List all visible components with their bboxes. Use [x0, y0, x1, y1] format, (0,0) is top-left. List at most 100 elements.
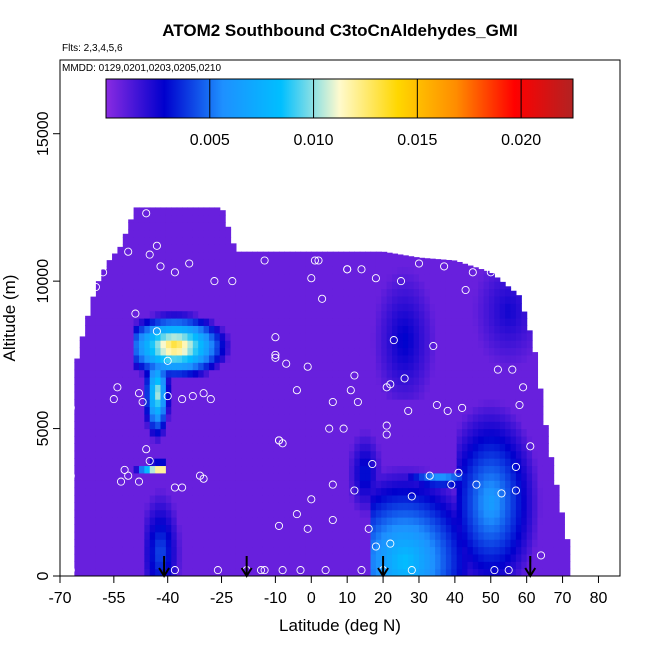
heatmap-cell	[548, 546, 555, 555]
heatmap-cell	[488, 524, 495, 533]
heatmap-cell	[133, 332, 140, 341]
heatmap-cell	[295, 443, 302, 452]
heatmap-cell	[246, 332, 253, 341]
observation-point	[109, 395, 118, 404]
heatmap-cell	[343, 281, 350, 290]
heatmap-cell	[225, 332, 232, 341]
heatmap-cell	[160, 244, 167, 253]
heatmap-cell	[429, 561, 436, 570]
heatmap-cell	[79, 568, 86, 576]
heatmap-cell	[338, 251, 345, 260]
heatmap-cell	[155, 295, 162, 304]
heatmap-cell	[494, 561, 501, 570]
heatmap-cell	[435, 266, 442, 275]
heatmap-cell	[408, 399, 415, 408]
heatmap-cell	[322, 458, 329, 467]
y-tick-label: 15000	[35, 111, 52, 156]
heatmap-cell	[408, 354, 415, 363]
heatmap-cell	[273, 384, 280, 393]
heatmap-cell	[445, 288, 452, 297]
heatmap-cell	[499, 399, 506, 408]
heatmap-cell	[505, 406, 512, 415]
heatmap-cell	[182, 325, 189, 334]
heatmap-cell	[440, 480, 447, 489]
heatmap-cell	[332, 561, 339, 570]
observation-point	[526, 442, 535, 451]
heatmap-cell	[252, 295, 259, 304]
heatmap-cell	[101, 465, 108, 474]
heatmap-cell	[418, 318, 425, 326]
heatmap-cell	[117, 347, 124, 356]
heatmap-cell	[208, 443, 215, 452]
heatmap-cell	[451, 487, 458, 496]
heatmap-cell	[289, 266, 296, 275]
heatmap-cell	[171, 435, 178, 444]
heatmap-cell	[478, 472, 485, 481]
heatmap-cell	[381, 517, 388, 525]
heatmap-cell	[246, 421, 253, 430]
heatmap-cell	[467, 539, 474, 548]
observation-point	[328, 397, 337, 407]
heatmap-cell	[392, 362, 399, 371]
heatmap-cell	[488, 295, 495, 304]
heatmap-cell	[488, 325, 495, 334]
heatmap-cell	[445, 384, 452, 393]
heatmap-cell	[488, 362, 495, 371]
heatmap-cell	[354, 399, 361, 408]
heatmap-cell	[316, 295, 323, 304]
observation-point	[271, 350, 280, 359]
heatmap-cell	[322, 259, 329, 267]
heatmap-cell	[370, 502, 377, 511]
heatmap-cell	[160, 310, 167, 319]
heatmap-cell	[499, 443, 506, 452]
heatmap-cell	[445, 450, 452, 459]
heatmap-cell	[521, 413, 528, 422]
heatmap-cell	[553, 487, 560, 496]
heatmap-cell	[332, 450, 339, 459]
heatmap-cell	[219, 236, 226, 245]
heatmap-cell	[289, 539, 296, 548]
heatmap-cell	[472, 376, 479, 385]
heatmap-cell	[381, 332, 388, 341]
heatmap-cell	[235, 509, 242, 518]
heatmap-cell	[365, 428, 372, 437]
heatmap-cell	[203, 509, 210, 518]
heatmap-cell	[408, 472, 415, 481]
heatmap-cell	[230, 517, 237, 525]
heatmap-cell	[418, 376, 425, 385]
heatmap-cell	[413, 369, 420, 378]
heatmap-cell	[252, 354, 259, 363]
heatmap-cell	[192, 332, 199, 341]
heatmap-cell	[138, 450, 145, 459]
heatmap-cell	[122, 539, 129, 548]
heatmap-cell	[117, 428, 124, 437]
heatmap-cell	[165, 207, 172, 216]
heatmap-cell	[160, 347, 167, 356]
heatmap-cell	[515, 450, 522, 459]
heatmap-cell	[435, 502, 442, 511]
heatmap-cell	[74, 480, 81, 489]
heatmap-cell	[230, 384, 237, 393]
heatmap-cell	[133, 465, 140, 474]
heatmap-cell	[278, 288, 285, 297]
heatmap-cell	[370, 406, 377, 415]
heatmap-cell	[165, 561, 172, 570]
heatmap-cell	[117, 494, 124, 503]
heatmap-cell	[106, 266, 113, 275]
heatmap-cell	[505, 465, 512, 474]
heatmap-cell	[386, 421, 393, 430]
heatmap-cell	[370, 480, 377, 489]
observation-point	[66, 471, 75, 480]
heatmap-cell	[219, 539, 226, 548]
heatmap-cell	[295, 318, 302, 326]
heatmap-cell	[424, 332, 431, 341]
heatmap-cell	[225, 347, 232, 356]
heatmap-cell	[435, 384, 442, 393]
heatmap-cell	[300, 413, 307, 422]
heatmap-cell	[456, 261, 463, 267]
heatmap-cell	[462, 450, 469, 459]
heatmap-cell	[402, 472, 409, 481]
heatmap-cell	[327, 399, 334, 408]
heatmap-cell	[165, 266, 172, 275]
heatmap-cell	[521, 546, 528, 555]
